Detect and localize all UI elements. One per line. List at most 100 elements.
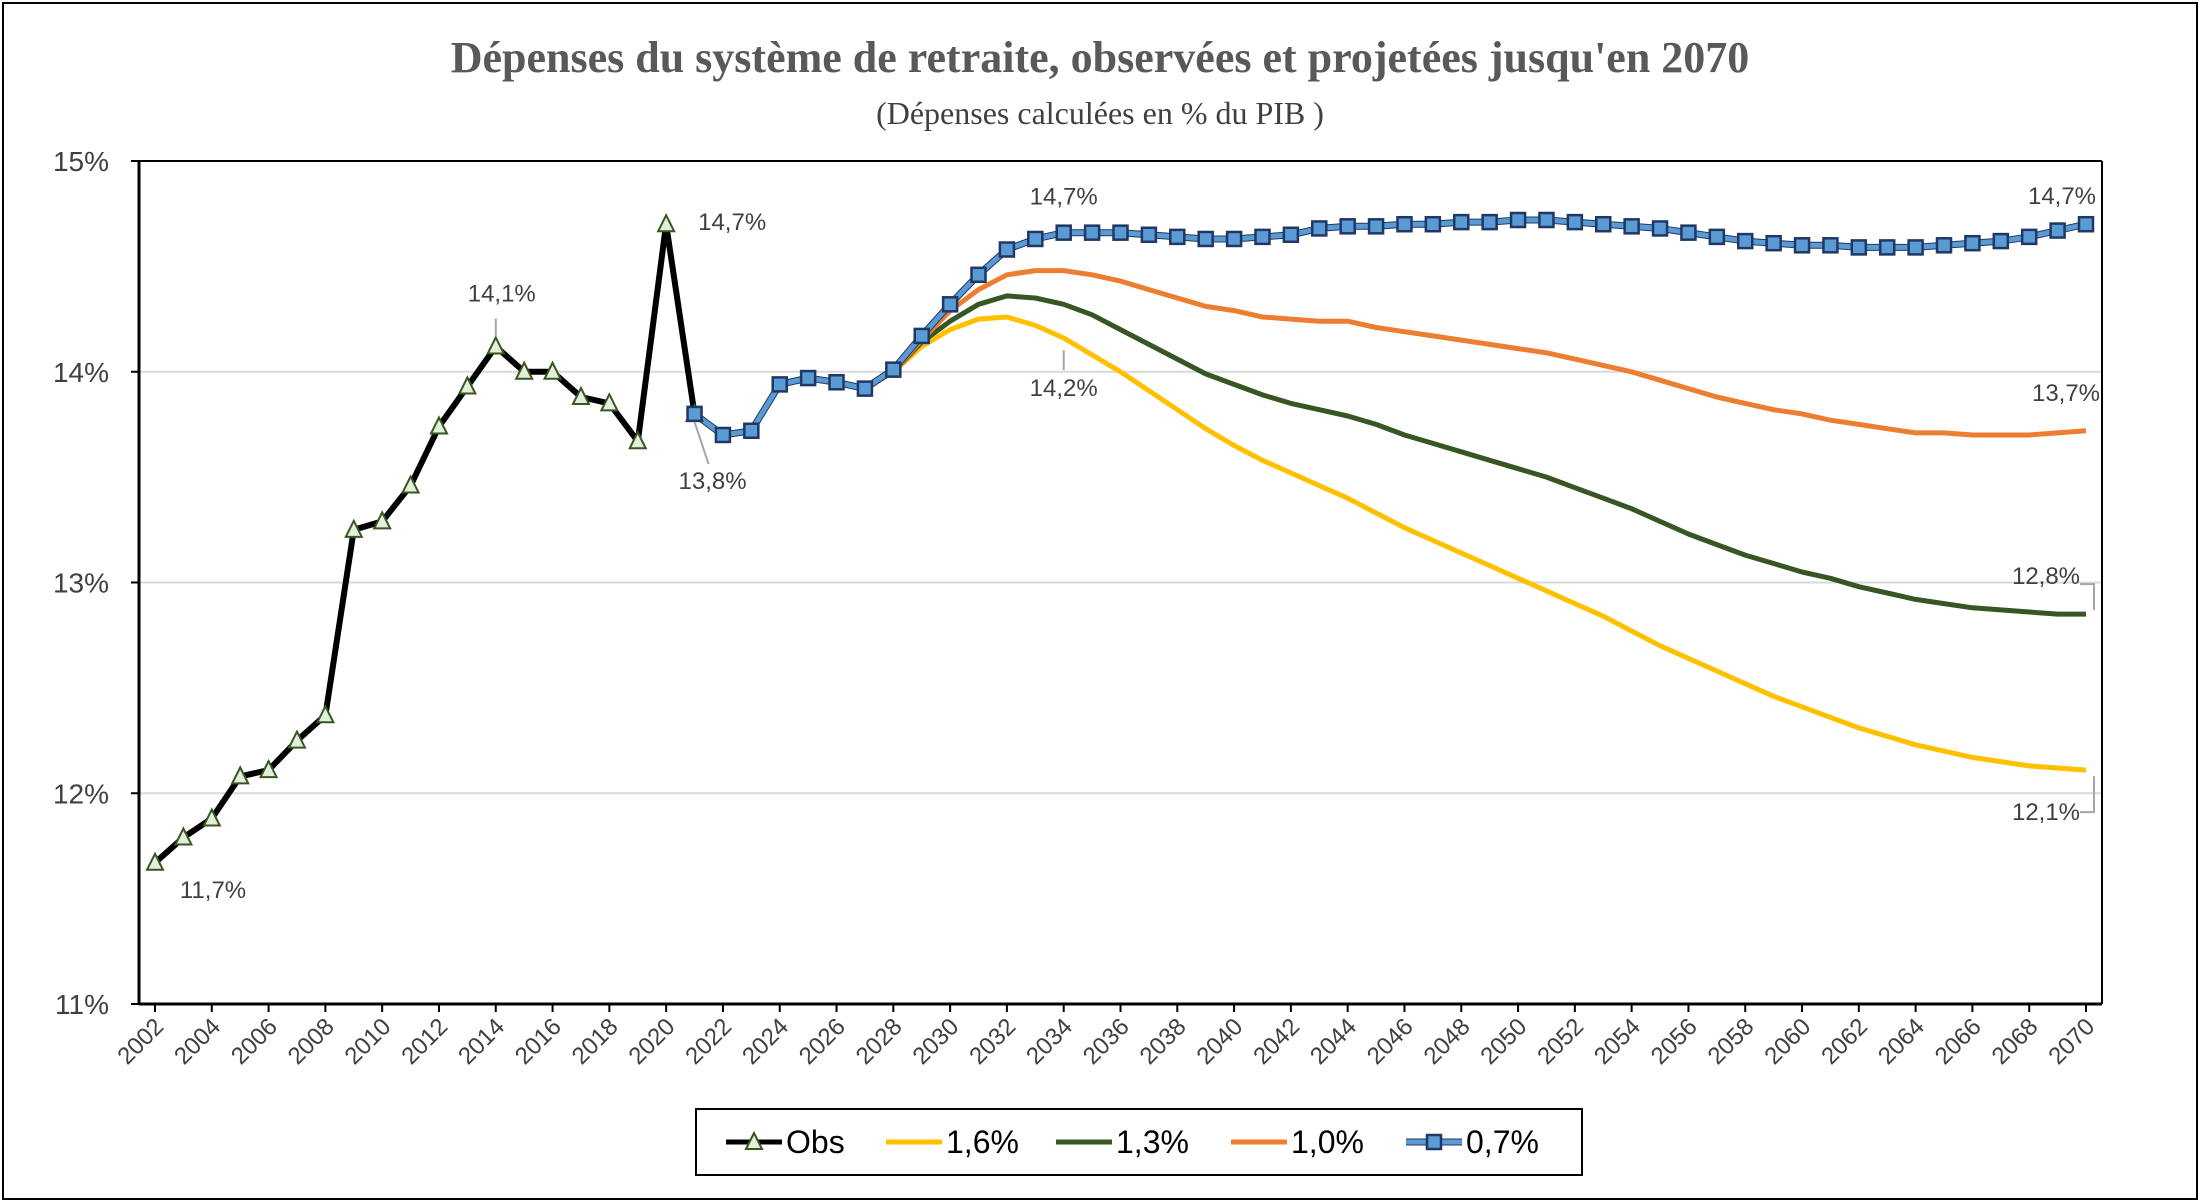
marker-07-2054	[1623, 218, 1640, 235]
x-tick-label: 2008	[283, 1013, 340, 1070]
marker-07-2064	[1907, 239, 1924, 256]
marker-obs-2010	[372, 510, 392, 530]
data-label: 14,1%	[468, 280, 536, 307]
marker-07-2055	[1651, 220, 1669, 237]
marker-07-2037	[1140, 226, 1158, 244]
marker-07-2063	[1878, 239, 1896, 256]
marker-07-2043	[1311, 220, 1328, 237]
x-tick-label: 2020	[624, 1013, 681, 1070]
y-tick-label: 11%	[55, 989, 109, 1020]
marker-07-2033	[1027, 230, 1044, 248]
marker-obs-2019	[628, 430, 648, 450]
legend: Obs 1,6% 1,3% 1,0% 0,7%	[695, 1108, 1583, 1176]
legend-marker-obs	[744, 1130, 764, 1150]
marker-07-2034	[1055, 224, 1072, 241]
marker-obs-2008	[315, 704, 336, 724]
y-tick-label: 15%	[53, 146, 109, 177]
data-label: 11,7%	[180, 877, 246, 904]
pension-spending-chart: Dépenses du système de retraite, observé…	[53, 33, 2103, 1176]
marker-07-2062	[1850, 239, 1868, 256]
marker-07-2027	[856, 380, 874, 397]
marker-07-2049	[1481, 213, 1498, 231]
marker-obs-2015	[514, 360, 534, 380]
grid-lines	[139, 160, 2102, 795]
x-tick-label: 2022	[680, 1013, 737, 1070]
y-tick-label: 14%	[53, 357, 109, 388]
x-tick-label: 2070	[2043, 1013, 2100, 1070]
marker-obs-2013	[457, 375, 477, 395]
x-tick-label: 2024	[737, 1013, 794, 1070]
x-tick-label: 2042	[1248, 1013, 1305, 1070]
marker-07-2052	[1566, 213, 1584, 231]
marker-07-2068	[2020, 228, 2038, 246]
x-tick-label: 2010	[340, 1013, 397, 1070]
marker-07-2022	[714, 426, 732, 444]
marker-07-2028	[885, 361, 902, 378]
x-tick-label: 2036	[1078, 1013, 1135, 1070]
x-tick-label: 2064	[1873, 1013, 1930, 1070]
legend-label: 1,3%	[1116, 1124, 1189, 1160]
marker-07-2029	[913, 327, 930, 345]
marker-07-2030	[941, 296, 959, 313]
marker-07-2044	[1339, 218, 1356, 235]
x-tick-label: 2004	[169, 1013, 226, 1070]
x-tick-label: 2062	[1816, 1013, 1873, 1070]
legend-label: Obs	[786, 1124, 845, 1160]
marker-07-2051	[1538, 211, 1555, 229]
x-tick-label: 2052	[1532, 1013, 1589, 1070]
marker-07-2065	[1935, 237, 1953, 254]
marker-07-2026	[828, 374, 845, 391]
marker-obs-2018	[599, 392, 619, 412]
data-label: 14,7%	[698, 209, 766, 236]
marker-07-2056	[1680, 224, 1697, 241]
x-axis-ticks: 2002 2004 2006 2008 2010 2012 2014 2016 2018 2020…	[112, 1013, 2100, 1070]
marker-07-2021	[686, 405, 703, 423]
label-leader-line	[2080, 776, 2095, 814]
x-tick-label: 2014	[453, 1013, 510, 1070]
x-tick-label: 2002	[112, 1013, 169, 1070]
axes	[131, 160, 2103, 1012]
marker-07-2036	[1112, 224, 1129, 241]
marker-obs-2004	[202, 807, 222, 827]
data-label: 13,7%	[2032, 380, 2100, 407]
x-tick-label: 2018	[567, 1013, 624, 1070]
marker-07-2023	[743, 422, 760, 440]
x-tick-label: 2046	[1362, 1013, 1419, 1070]
marker-obs-2014	[486, 335, 506, 355]
x-tick-label: 2056	[1646, 1013, 1703, 1070]
marker-obs-2011	[400, 474, 421, 494]
marker-07-2039	[1197, 230, 1214, 248]
marker-07-2067	[1992, 232, 2010, 250]
marker-07-2046	[1396, 215, 1413, 233]
marker-07-2069	[2049, 222, 2066, 239]
marker-obs-2016	[542, 360, 563, 380]
data-label: 14,7%	[1030, 184, 1098, 211]
marker-07-2042	[1282, 226, 1300, 244]
x-tick-label: 2026	[794, 1013, 851, 1070]
marker-obs-2017	[571, 385, 591, 406]
data-labels: 11,7% 14,1% 14,7% 13,8% 14,7% 14,2% 14,7% 13,7%…	[180, 183, 2100, 904]
marker-07-2059	[1765, 234, 1782, 252]
marker-07-2025	[799, 369, 817, 387]
data-label: 12,1%	[2012, 799, 2080, 826]
marker-07-2050	[1509, 211, 1527, 229]
marker-07-2032	[998, 241, 1016, 258]
marker-obs-2006	[258, 758, 279, 779]
x-tick-label: 2028	[851, 1013, 908, 1070]
marker-07-2061	[1822, 237, 1839, 254]
marker-07-2048	[1453, 213, 1470, 231]
marker-07-2047	[1424, 215, 1442, 233]
x-tick-label: 2012	[396, 1013, 453, 1070]
legend-marker-07	[1425, 1133, 1443, 1151]
x-tick-label: 2016	[510, 1013, 567, 1070]
marker-07-2060	[1793, 237, 1811, 254]
legend-label: 0,7%	[1466, 1124, 1539, 1160]
data-label: 14,2%	[1030, 375, 1098, 402]
x-tick-label: 2032	[964, 1013, 1021, 1070]
data-label: 14,7%	[2028, 183, 2096, 210]
x-tick-label: 2006	[226, 1013, 283, 1070]
data-label: 12,8%	[2012, 563, 2080, 590]
marker-obs-2002	[145, 851, 165, 871]
marker-07-2031	[970, 266, 987, 284]
x-tick-label: 2040	[1191, 1013, 1248, 1070]
